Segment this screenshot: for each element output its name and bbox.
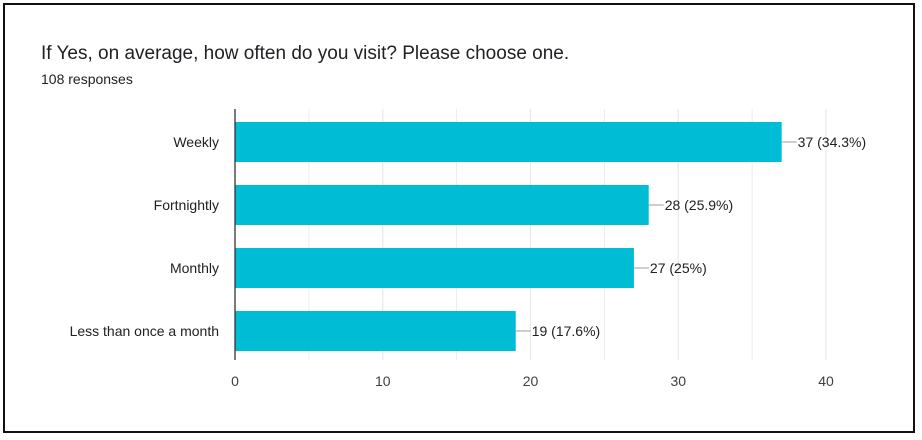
x-tick-label: 10 bbox=[375, 373, 391, 389]
category-label: Fortnightly bbox=[154, 197, 219, 213]
x-tick-label: 40 bbox=[818, 373, 834, 389]
response-count: 108 responses bbox=[41, 71, 133, 87]
data-label: 19 (17.6%) bbox=[532, 323, 600, 339]
x-tick-label: 0 bbox=[231, 373, 239, 389]
data-label: 37 (34.3%) bbox=[798, 134, 866, 150]
data-label: 28 (25.9%) bbox=[665, 197, 733, 213]
x-tick-label: 30 bbox=[670, 373, 686, 389]
chart-card: If Yes, on average, how often do you vis… bbox=[3, 3, 915, 433]
bar-monthly bbox=[235, 248, 634, 288]
x-tick-label: 20 bbox=[523, 373, 539, 389]
bar-weekly bbox=[235, 122, 782, 162]
data-label: 27 (25%) bbox=[650, 260, 707, 276]
category-label: Less than once a month bbox=[70, 323, 219, 339]
chart-title: If Yes, on average, how often do you vis… bbox=[41, 43, 570, 64]
category-label: Weekly bbox=[173, 134, 219, 150]
category-label: Monthly bbox=[170, 260, 219, 276]
bar-less-than-once-a-month bbox=[235, 311, 516, 351]
bar-fortnightly bbox=[235, 185, 649, 225]
